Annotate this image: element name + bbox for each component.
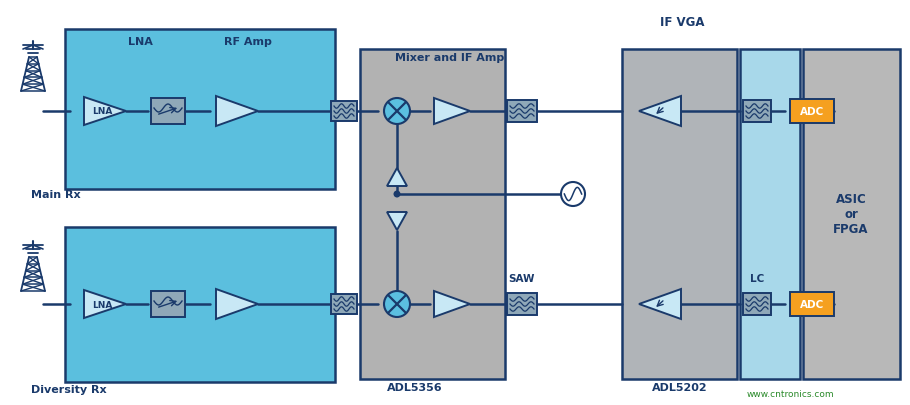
Text: LNA: LNA	[92, 107, 112, 116]
Text: ASIC
or
FPGA: ASIC or FPGA	[834, 193, 869, 236]
Text: IF VGA: IF VGA	[660, 15, 704, 28]
Polygon shape	[387, 168, 407, 187]
Bar	[507, 293, 537, 315]
Circle shape	[384, 291, 410, 317]
Bar	[151, 99, 185, 125]
Bar	[790, 292, 834, 316]
Polygon shape	[639, 289, 681, 319]
Polygon shape	[84, 98, 126, 126]
Bar	[507, 101, 537, 123]
Polygon shape	[216, 97, 258, 127]
Polygon shape	[387, 213, 407, 230]
Polygon shape	[434, 291, 470, 317]
Bar	[360, 50, 505, 379]
Bar	[65, 30, 335, 190]
Circle shape	[561, 183, 585, 207]
Text: SAW: SAW	[509, 273, 535, 283]
Text: LNA: LNA	[127, 37, 153, 47]
Polygon shape	[434, 99, 470, 125]
Polygon shape	[639, 97, 681, 127]
Bar	[151, 291, 185, 317]
Text: LC: LC	[750, 273, 764, 283]
Text: Mixer and IF Amp: Mixer and IF Amp	[395, 53, 504, 63]
Polygon shape	[216, 289, 258, 319]
Text: Main Rx: Main Rx	[31, 190, 81, 200]
Bar	[743, 101, 771, 123]
Text: ADC: ADC	[800, 107, 824, 117]
Text: LNA: LNA	[92, 300, 112, 309]
Text: ADL5356: ADL5356	[387, 382, 443, 392]
Text: www.cntronics.com: www.cntronics.com	[746, 390, 834, 399]
Circle shape	[393, 191, 400, 198]
Text: Diversity Rx: Diversity Rx	[31, 384, 106, 394]
Bar	[740, 50, 800, 379]
Text: ADC: ADC	[800, 299, 824, 309]
Polygon shape	[84, 290, 126, 318]
Bar	[331, 102, 357, 122]
Bar	[622, 50, 737, 379]
Bar	[743, 293, 771, 315]
Bar	[65, 228, 335, 382]
Text: ADL5202: ADL5202	[652, 382, 708, 392]
Bar	[331, 294, 357, 314]
Circle shape	[384, 99, 410, 125]
Bar	[790, 100, 834, 124]
Bar	[803, 50, 900, 379]
Text: RF Amp: RF Amp	[224, 37, 272, 47]
